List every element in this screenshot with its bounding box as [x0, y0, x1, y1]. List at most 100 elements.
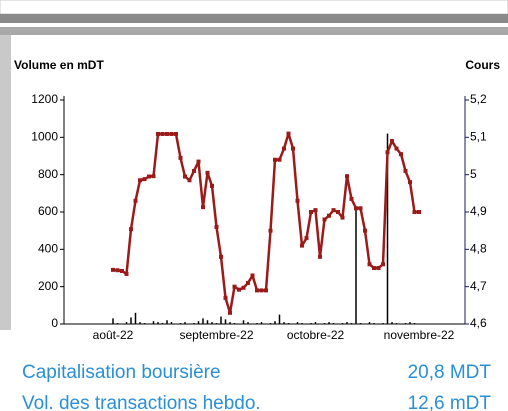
- price-marker: [151, 174, 156, 179]
- volume-bar: [368, 322, 371, 324]
- price-marker: [196, 159, 201, 164]
- price-marker: [273, 157, 277, 162]
- volume-bar: [323, 323, 326, 324]
- price-marker: [412, 210, 417, 214]
- volume-bar: [134, 312, 137, 324]
- price-marker: [417, 210, 421, 214]
- price-marker: [340, 215, 345, 220]
- x-tick-label: novembre-22: [384, 328, 455, 342]
- header-gap: [0, 23, 508, 27]
- price-marker: [277, 157, 282, 162]
- price-marker: [309, 210, 313, 214]
- volume-bar: [332, 323, 335, 324]
- price-marker: [210, 183, 214, 188]
- price-marker: [165, 131, 169, 136]
- price-marker: [160, 131, 165, 136]
- info-value: 12,6 mDT: [408, 393, 492, 411]
- volume-bar: [157, 322, 159, 324]
- price-marker: [345, 174, 349, 179]
- price-marker: [408, 180, 412, 185]
- price-marker: [376, 266, 381, 270]
- volume-bar: [413, 323, 416, 324]
- header-band: [0, 14, 508, 23]
- price-marker: [174, 131, 178, 136]
- volume-bar: [382, 323, 384, 324]
- volume-bar: [179, 323, 182, 324]
- price-marker: [250, 273, 255, 278]
- volume-bar: [184, 322, 186, 324]
- price-marker: [403, 168, 408, 173]
- price-marker: [228, 310, 232, 315]
- price-marker: [385, 150, 390, 155]
- info-label: Capitalisation boursière: [22, 362, 221, 383]
- volume-bar: [161, 323, 164, 324]
- volume-bar: [152, 321, 155, 324]
- volume-bar: [355, 208, 357, 324]
- volume-bar: [193, 323, 195, 324]
- price-marker: [201, 205, 205, 210]
- volume-bar: [139, 322, 141, 324]
- price-marker: [313, 208, 318, 213]
- price-marker: [264, 288, 268, 293]
- volume-bar: [310, 323, 312, 324]
- volume-bar: [233, 323, 236, 324]
- header-box: [0, 0, 508, 15]
- x-tick-label: octobre-22: [287, 328, 345, 342]
- volume-bar: [143, 323, 146, 324]
- y-axis-title: Volume en mDT: [14, 58, 104, 72]
- price-marker: [268, 228, 273, 233]
- volume-bar: [373, 323, 375, 324]
- y-tick-label: 1200: [31, 92, 58, 106]
- info-label: Vol. des transactions hebdo.: [22, 393, 261, 411]
- price-marker: [129, 227, 133, 232]
- header-band-2: [0, 27, 508, 35]
- price-marker: [381, 262, 385, 267]
- volume-bar: [247, 322, 249, 324]
- y-tick-label: 600: [38, 204, 58, 218]
- y2-tick-label: 4,8: [470, 242, 487, 256]
- price-marker: [295, 198, 300, 203]
- price-marker: [237, 287, 241, 292]
- volume-bar: [359, 323, 362, 324]
- volume-bar: [350, 323, 353, 324]
- price-marker: [232, 284, 237, 289]
- price-marker: [304, 236, 309, 241]
- volume-bar: [224, 319, 227, 324]
- price-marker: [120, 268, 124, 273]
- volume-bar: [404, 323, 407, 324]
- price-marker: [115, 268, 120, 273]
- volume-bar: [409, 322, 411, 324]
- price-marker: [111, 267, 115, 272]
- price-marker: [259, 288, 264, 293]
- x-tick-label: septembre-22: [179, 328, 253, 342]
- price-marker: [394, 146, 399, 151]
- price-marker: [214, 224, 219, 229]
- price-marker: [223, 295, 228, 300]
- price-marker: [156, 131, 160, 136]
- price-marker: [282, 146, 286, 151]
- y-tick-label: 200: [38, 279, 58, 293]
- price-marker: [147, 174, 151, 179]
- volume-bar: [278, 314, 281, 324]
- volume-bar: [274, 321, 276, 324]
- volume-bar: [256, 323, 258, 324]
- volume-bar: [328, 322, 330, 324]
- volume-bar: [395, 323, 398, 324]
- y2-tick-label: 5,1: [470, 130, 487, 144]
- price-marker: [205, 170, 210, 175]
- volume-bar: [260, 322, 263, 324]
- price-marker: [246, 280, 250, 285]
- price-marker: [327, 213, 331, 218]
- price-marker: [358, 206, 363, 211]
- volume-bar: [202, 318, 204, 324]
- price-marker: [286, 131, 291, 136]
- price-marker: [322, 217, 327, 222]
- info-value: 20,8 MDT: [408, 362, 492, 383]
- price-marker: [372, 266, 376, 270]
- volume-bar: [229, 322, 231, 324]
- price-marker: [291, 146, 295, 151]
- volume-bar: [283, 322, 285, 324]
- price-marker: [349, 196, 354, 201]
- volume-bar: [391, 322, 393, 324]
- y-tick-label: 400: [38, 242, 58, 256]
